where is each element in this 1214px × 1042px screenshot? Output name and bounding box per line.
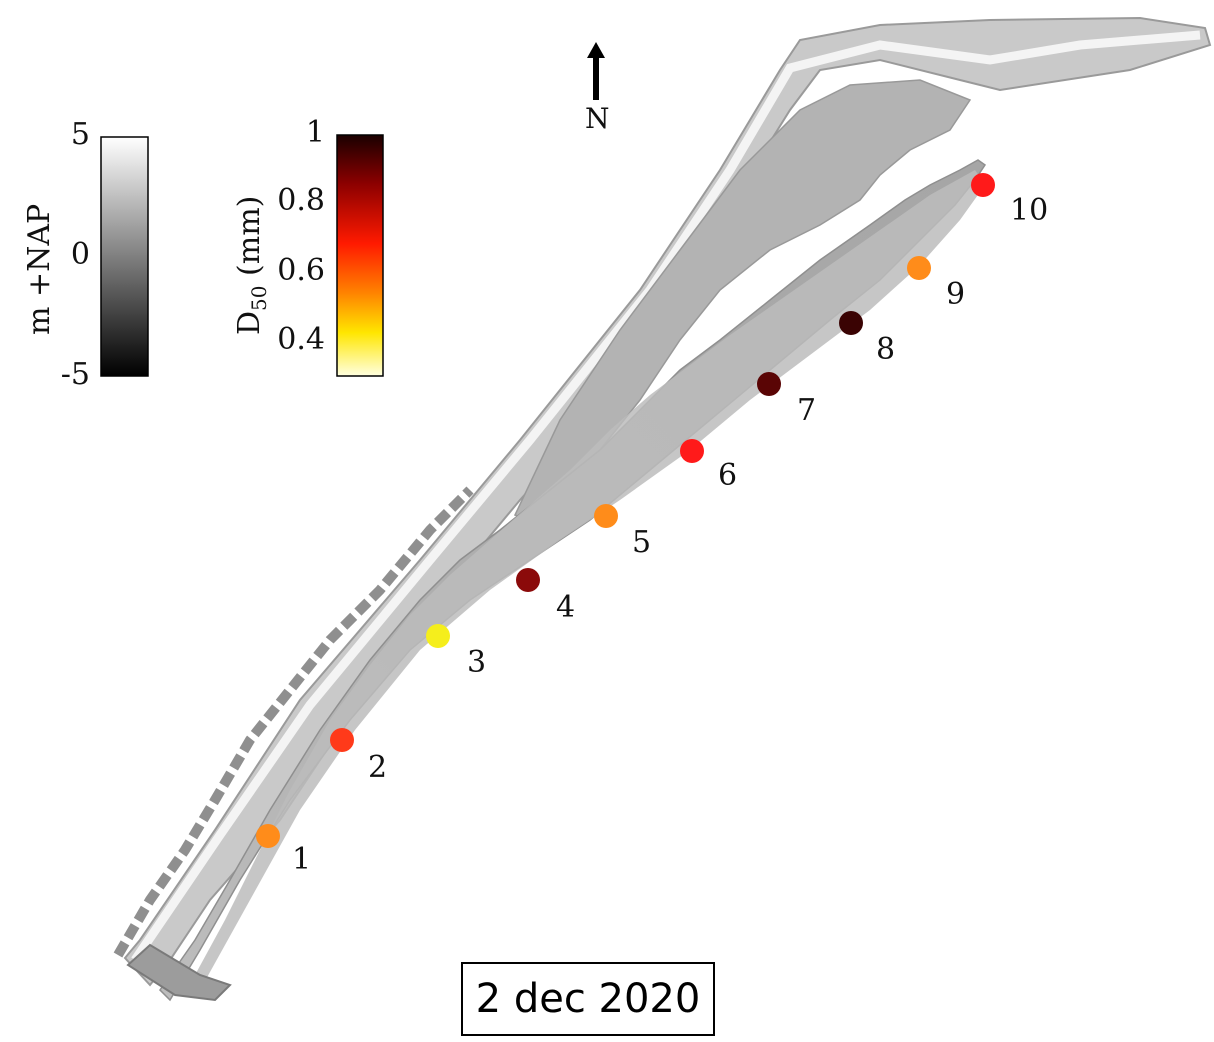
sample-point-9 bbox=[907, 256, 931, 280]
sample-label-7: 7 bbox=[797, 393, 817, 428]
grain-tick-0-4: 0.4 bbox=[277, 322, 325, 357]
sample-point-2 bbox=[330, 728, 354, 752]
sample-label-4: 4 bbox=[556, 590, 576, 625]
elev-tick-neg5: -5 bbox=[60, 357, 90, 392]
sample-label-2: 2 bbox=[368, 750, 388, 785]
dune-edge bbox=[113, 486, 474, 958]
sample-label-6: 6 bbox=[718, 458, 738, 493]
sample-label-1: 1 bbox=[292, 842, 312, 877]
sample-point-4 bbox=[516, 568, 540, 592]
date-label: 2 dec 2020 bbox=[461, 962, 715, 1036]
grain-colorbar bbox=[336, 134, 384, 377]
elev-tick-5: 5 bbox=[70, 117, 90, 152]
grain-title-main: D bbox=[232, 310, 267, 335]
harbour bbox=[126, 943, 232, 1002]
sample-label-8: 8 bbox=[876, 332, 896, 367]
sample-point-1 bbox=[256, 824, 280, 848]
grain-colorbar-title: D50 (mm) bbox=[232, 196, 271, 335]
grain-tick-1: 1 bbox=[305, 115, 325, 150]
sample-point-10 bbox=[971, 173, 995, 197]
sample-point-3 bbox=[426, 624, 450, 648]
elevation-colorbar bbox=[100, 136, 149, 377]
grain-title-unit: (mm) bbox=[232, 195, 267, 286]
sample-points bbox=[256, 173, 995, 848]
elev-tick-0: 0 bbox=[70, 237, 90, 272]
elevation-colorbar-title: m +NAP bbox=[22, 203, 57, 335]
grain-title-sub: 50 bbox=[247, 285, 271, 311]
sample-point-5 bbox=[594, 504, 618, 528]
dam-strip bbox=[123, 16, 1212, 987]
sample-label-9: 9 bbox=[946, 277, 966, 312]
grain-tick-0-6: 0.6 bbox=[277, 253, 325, 288]
dam-road bbox=[131, 30, 1201, 963]
sample-label-10: 10 bbox=[1010, 193, 1049, 228]
shoal-fill bbox=[195, 170, 985, 990]
north-arrow-icon bbox=[587, 42, 605, 100]
sample-label-3: 3 bbox=[467, 645, 487, 680]
sample-point-6 bbox=[680, 439, 704, 463]
north-label: N bbox=[585, 102, 610, 135]
sample-point-8 bbox=[839, 311, 863, 335]
grain-tick-0-8: 0.8 bbox=[277, 183, 325, 218]
sample-label-5: 5 bbox=[632, 525, 652, 560]
sample-point-7 bbox=[757, 372, 781, 396]
